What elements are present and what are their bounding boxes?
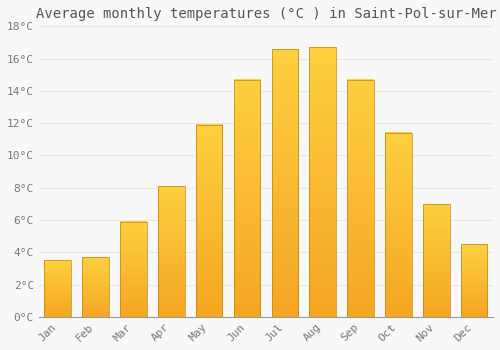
Bar bbox=[423, 204, 450, 317]
Bar bbox=[196, 125, 222, 317]
Bar bbox=[348, 79, 374, 317]
Bar bbox=[385, 133, 411, 317]
Bar bbox=[272, 49, 298, 317]
Bar bbox=[82, 257, 109, 317]
Bar bbox=[44, 260, 71, 317]
Bar bbox=[310, 47, 336, 317]
Bar bbox=[234, 79, 260, 317]
Bar bbox=[120, 222, 146, 317]
Bar bbox=[158, 186, 184, 317]
Bar bbox=[461, 244, 487, 317]
Title: Average monthly temperatures (°C ) in Saint-Pol-sur-Mer: Average monthly temperatures (°C ) in Sa… bbox=[36, 7, 496, 21]
